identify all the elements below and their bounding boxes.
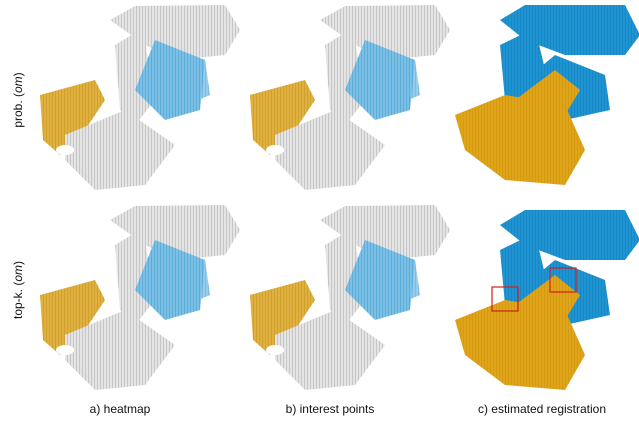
row-label: prob. (om) [11, 72, 25, 127]
point-cloud-registration [455, 5, 639, 185]
point-cloud-interest-points [250, 205, 450, 390]
point-cloud-heatmap [40, 5, 240, 190]
point-cloud-interest-points [250, 5, 450, 190]
row-label-emphasis: om [11, 265, 25, 282]
row-label: top-k. (om) [11, 261, 25, 319]
column-caption: b) interest points [286, 402, 375, 416]
row-label-text: prob. ( [11, 93, 25, 128]
highlight-box [549, 267, 577, 293]
point-cloud-heatmap [40, 205, 240, 390]
highlight-box [491, 286, 519, 312]
column-caption: a) heatmap [90, 402, 151, 416]
point-cloud-registration [455, 210, 639, 390]
column-caption: c) estimated registration [478, 402, 606, 416]
row-label-text: ) [11, 261, 25, 265]
row-label-text: ) [11, 72, 25, 76]
row-label-emphasis: om [11, 76, 25, 93]
row-label-text: top-k. ( [11, 282, 25, 319]
